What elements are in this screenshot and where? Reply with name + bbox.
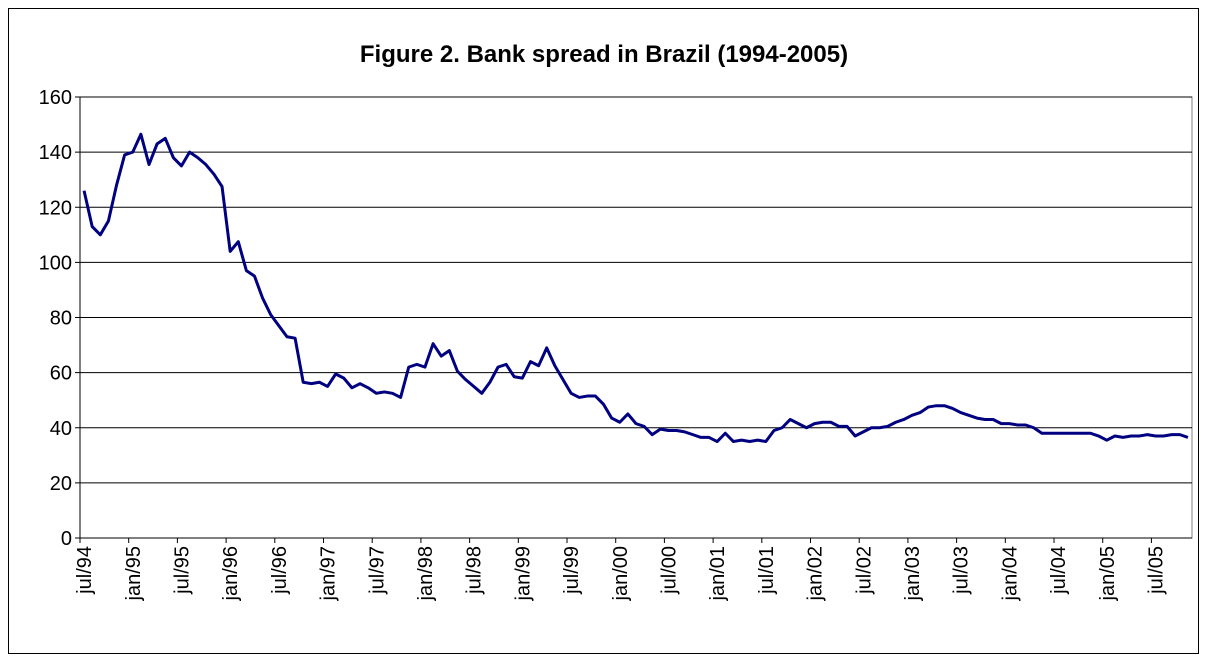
y-tick-label: 40: [50, 418, 72, 440]
x-tick-label: jul/05: [1145, 546, 1167, 595]
x-tick-label: jan/01: [707, 546, 729, 602]
x-tick-label: jul/96: [269, 546, 291, 595]
x-tick-label: jan/00: [610, 546, 632, 602]
data-line: [82, 132, 1189, 444]
x-tick-label: jul/99: [561, 546, 583, 595]
x-tick-label: jul/00: [658, 546, 680, 595]
x-tick-label: jul/01: [756, 546, 778, 595]
x-tick-label: jan/97: [318, 546, 340, 602]
x-tick-label: jul/94: [74, 546, 96, 595]
x-tick-label: jan/99: [512, 546, 534, 602]
x-tick-label: jan/96: [220, 546, 242, 602]
y-tick-label: 100: [39, 252, 72, 274]
y-tick-label: 0: [61, 528, 72, 550]
x-tick-label: jan/04: [999, 546, 1021, 602]
x-tick-label: jul/03: [951, 546, 973, 595]
x-tick-label: jan/05: [1097, 546, 1119, 602]
x-tick-label: jan/03: [902, 546, 924, 602]
x-tick-label: jul/98: [464, 546, 486, 595]
x-tick-label: jan/98: [415, 546, 437, 602]
y-tick-label: 20: [50, 473, 72, 495]
y-tick-label: 140: [39, 142, 72, 164]
x-tick-label: jul/04: [1048, 546, 1070, 595]
x-tick-label: jul/95: [171, 546, 193, 595]
chart-title: Figure 2. Bank spread in Brazil (1994-20…: [360, 41, 848, 68]
y-tick-label: 80: [50, 308, 72, 330]
x-tick-label: jan/95: [123, 546, 145, 602]
x-tick-label: jul/02: [853, 546, 875, 595]
y-tick-label: 120: [39, 197, 72, 219]
y-tick-label: 160: [39, 87, 72, 109]
x-tick-label: jul/97: [366, 546, 388, 595]
x-tick-label: jan/02: [805, 546, 827, 602]
y-tick-label: 60: [50, 363, 72, 385]
